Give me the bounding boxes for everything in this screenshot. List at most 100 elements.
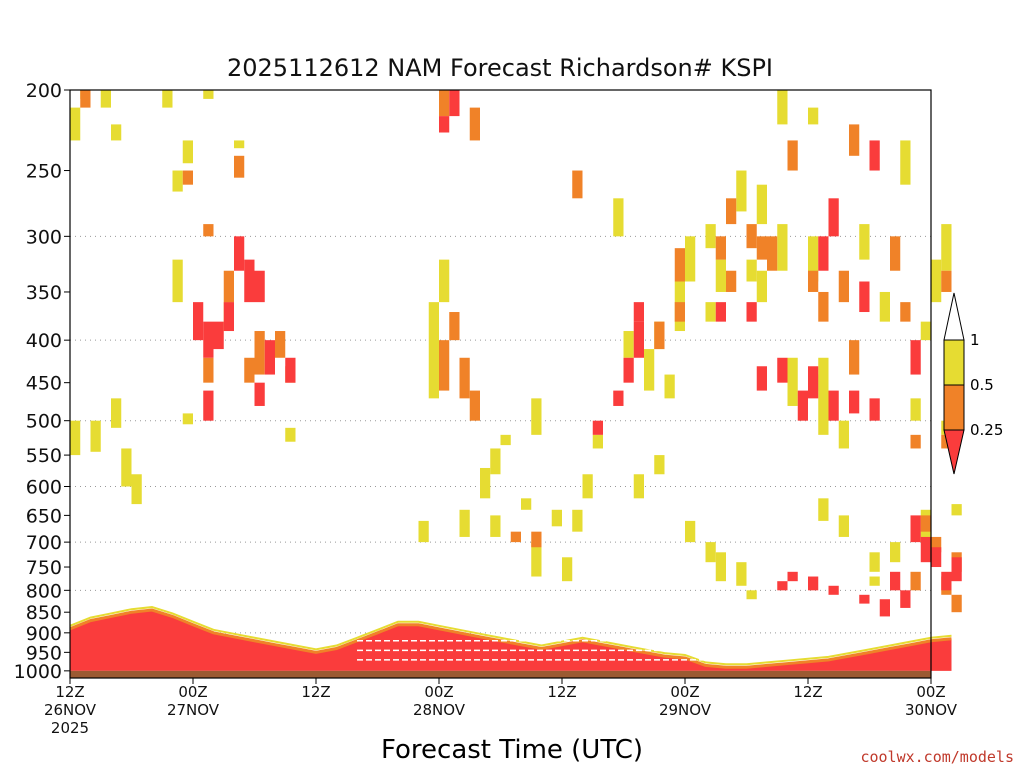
legend-swatch-yellow <box>943 339 965 386</box>
cell-0.5-69 <box>664 374 675 399</box>
cell-0.5-20 <box>500 434 511 446</box>
cell-0.25-25 <box>726 270 737 292</box>
cell-0.25-26 <box>756 236 767 260</box>
cell-0.5-63 <box>951 504 962 516</box>
cell-0.25-red-17 <box>623 357 634 383</box>
cell-0.25-red-32 <box>931 547 942 568</box>
boundary-layer-red <box>70 610 952 671</box>
y-tick-label-250: 250 <box>26 161 62 183</box>
cell-0.25-12 <box>459 357 470 399</box>
cell-0.5-66 <box>777 224 788 271</box>
cell-0.25-24 <box>767 236 778 271</box>
y-tick-label-800: 800 <box>26 580 62 602</box>
cell-0.5-28 <box>480 467 491 499</box>
cell-0.25-red-9 <box>264 340 275 375</box>
cell-0.5-72 <box>654 455 665 475</box>
cell-0.5-73 <box>746 590 757 600</box>
y-tick-label-400: 400 <box>26 330 62 352</box>
y-tick-label-1000: 1000 <box>14 661 62 683</box>
cell-0.25-43 <box>787 140 798 171</box>
cell-0.25-34 <box>920 515 931 532</box>
cell-0.5-3 <box>203 90 214 99</box>
cell-0.25-red-20 <box>808 366 819 399</box>
cell-0.5-23 <box>459 509 470 537</box>
cell-0.5-62 <box>869 576 880 586</box>
x-tick-label-24-1: 12Z <box>301 683 330 701</box>
x-tick-label-36-1: 00Z <box>424 683 453 701</box>
cell-0.5-41 <box>685 520 696 543</box>
cell-0.5-32 <box>623 331 634 358</box>
cell-0.25-23 <box>746 224 757 249</box>
cell-0.5-12 <box>131 474 142 505</box>
cell-0.25-red-44 <box>746 302 757 322</box>
cell-0.25-red-29 <box>910 340 921 375</box>
cell-0.5-43 <box>715 552 726 582</box>
cell-0.25-21 <box>726 198 737 225</box>
boundary-layer-yellow-edge <box>69 606 952 666</box>
cell-0.25-red-26 <box>869 140 880 171</box>
y-tick-label-650: 650 <box>26 505 62 527</box>
cell-0.25-32 <box>941 270 952 292</box>
y-tick-label-200: 200 <box>26 80 62 102</box>
cell-0.25-red-30 <box>910 515 921 543</box>
cell-0.5-10 <box>70 420 81 456</box>
cell-0.25-red-28 <box>869 398 880 421</box>
cell-0.25-red-14 <box>633 302 644 322</box>
cell-0.25-red-11 <box>203 390 214 421</box>
cell-0.5-18 <box>439 259 450 303</box>
cell-0.5-68 <box>705 302 716 322</box>
cell-0.25-red-10 <box>285 357 296 383</box>
y-tick-label-450: 450 <box>26 373 62 395</box>
x-tick-label-0-1: 12Z <box>55 683 84 701</box>
cell-0.5-65 <box>613 198 624 237</box>
cell-0.25-red-38 <box>879 599 890 617</box>
boundary-layer-orange-edge <box>69 608 952 669</box>
cell-0.25-red-25 <box>828 198 839 237</box>
y-tick-label-600: 600 <box>26 476 62 498</box>
cell-0.5-58 <box>931 259 942 303</box>
cell-0.5-42 <box>705 542 716 563</box>
cell-0.25-19 <box>674 302 685 322</box>
cell-0.25-8 <box>275 331 286 358</box>
y-tick-label-300: 300 <box>26 226 62 248</box>
cell-0.25-42 <box>572 170 583 199</box>
cell-0.5-78 <box>920 321 931 341</box>
cell-0.5-45 <box>777 90 788 125</box>
cell-0.25-7 <box>254 331 265 375</box>
cell-0.5-35 <box>685 236 696 282</box>
cell-0.5-9 <box>90 420 101 452</box>
cell-0.5-30 <box>551 509 562 527</box>
cell-0.25-35 <box>910 571 921 591</box>
cell-0.5-49 <box>838 420 849 449</box>
cell-0.25-red-5 <box>244 259 255 303</box>
cell-0.25-red-23 <box>849 390 860 414</box>
cell-0.5-39 <box>736 170 747 212</box>
cell-0.5-31 <box>572 509 583 532</box>
cell-0.25-red-40 <box>787 571 798 582</box>
cell-0.25-red-24 <box>818 236 829 271</box>
cell-0.5-5 <box>70 107 81 141</box>
legend-label-1: 1 <box>970 331 980 349</box>
boundary-layer-band <box>69 606 952 671</box>
y-tick-label-950: 950 <box>26 642 62 664</box>
cell-0.5-8 <box>234 140 245 149</box>
cell-0.25-red-37 <box>859 594 870 604</box>
color-legend: 1 0.5 0.25 <box>943 292 1003 475</box>
cell-0.25-41 <box>910 434 921 449</box>
cell-0.5-54 <box>900 140 911 185</box>
cell-0.25-4 <box>223 270 234 303</box>
legend-label-0.25: 0.25 <box>970 421 1003 439</box>
cell-0.5-55 <box>910 398 921 421</box>
y-tick-label-500: 500 <box>26 411 62 433</box>
cell-0.25-29 <box>900 302 911 322</box>
data-cells <box>70 90 962 617</box>
cell-0.5-64 <box>633 474 644 499</box>
x-tick-label-60-2: 29NOV <box>659 701 712 719</box>
cell-0.5-40 <box>756 184 767 225</box>
cell-0.5-53 <box>869 552 880 572</box>
cell-0.25-15 <box>469 107 480 141</box>
y-tick-label-550: 550 <box>26 445 62 467</box>
cell-0.25-red-43 <box>715 302 726 322</box>
legend-swatch-orange <box>943 384 965 431</box>
